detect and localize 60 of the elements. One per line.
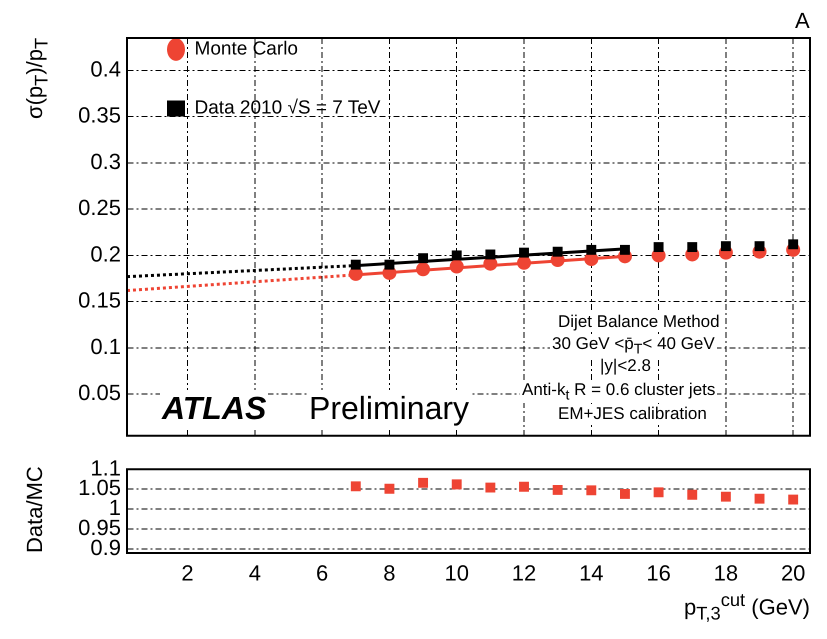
legend-label: Monte Carlo [194,38,298,60]
point [418,478,428,488]
x-tick-label: 4 [248,560,261,586]
point [720,492,731,502]
point [384,484,394,494]
point [720,241,731,252]
point [788,494,798,504]
y-tick-label: 0.4 [90,56,121,82]
point [586,485,596,496]
x-tick-label: 6 [316,560,328,586]
point [620,244,630,255]
x-tick-label: 10 [444,560,469,586]
point [687,242,698,252]
point [620,488,630,499]
annotation: ATLAS [160,390,268,427]
point [418,253,428,264]
point [485,482,496,493]
point [452,479,462,490]
point [519,482,529,492]
point [450,260,464,274]
annotation: 30 GeV <p̄$_{T}$< 40 GeV [550,334,717,358]
annotation: Preliminary [307,390,472,427]
point [350,260,361,270]
x-axis-title: p$_{T,3}$$^{cut}$ (GeV) [684,589,810,625]
y-tick-label: 0.05 [78,380,121,406]
x-tick-label: 16 [646,560,671,586]
point [552,485,563,495]
x-tick-label: 14 [579,560,604,586]
point [788,239,798,250]
x-tick-label: 8 [383,560,396,586]
point [452,250,462,260]
y-tick-label: 0.35 [78,102,121,128]
annotation: |y|<2.8 [598,356,653,376]
text: A [793,8,812,34]
point [485,250,496,260]
y-tick-label: 0.3 [90,148,121,174]
annotation: Anti-k$_{t}$ R = 0.6 cluster jets [520,380,718,404]
y-axis-title: Data/MC [22,466,48,553]
point [654,487,664,498]
annotation: Dijet Balance Method [556,312,722,332]
point [384,260,394,270]
point [754,241,764,252]
point [519,248,529,258]
x-tick-label: 18 [714,560,738,586]
point [586,244,596,255]
point [416,262,430,276]
y-tick-label: 0.1 [90,334,121,359]
point [552,246,563,257]
point [517,256,532,270]
point [350,481,361,492]
y-tick-label: 0.15 [78,288,121,313]
x-tick-label: 2 [181,560,194,586]
point [687,490,698,500]
x-tick-label: 20 [780,560,806,586]
point [654,242,664,252]
y-tick-label: 0.25 [78,195,121,220]
y-tick-label: 0.2 [90,241,121,266]
annotation: EM+JES calibration [556,404,709,424]
x-tick-label: 12 [512,560,536,586]
point [754,494,764,504]
